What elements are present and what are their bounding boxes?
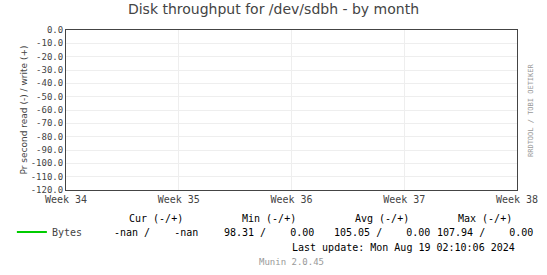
svg-text:-30.0: -30.0 — [36, 65, 63, 75]
svg-text:Avg (-/+): Avg (-/+) — [355, 213, 409, 224]
svg-text:Week 35: Week 35 — [158, 194, 200, 205]
svg-text:-nan / -nan: -nan / -nan — [114, 227, 198, 238]
svg-text:-70.0: -70.0 — [36, 118, 63, 128]
svg-text:-20.0: -20.0 — [36, 52, 63, 62]
svg-text:Week 37: Week 37 — [383, 194, 425, 205]
svg-text:98.31 / 0.00: 98.31 / 0.00 — [224, 227, 314, 238]
svg-text:-50.0: -50.0 — [36, 92, 63, 102]
svg-text:Cur (-/+): Cur (-/+) — [129, 213, 183, 224]
svg-text:Last update: Mon Aug 19 02:10:: Last update: Mon Aug 19 02:10:06 2024 — [292, 242, 515, 253]
svg-text:-80.0: -80.0 — [36, 132, 63, 142]
svg-text:107.94 / 0.00: 107.94 / 0.00 — [437, 227, 533, 238]
svg-text:105.05 / 0.00: 105.05 / 0.00 — [334, 227, 430, 238]
svg-text:-60.0: -60.0 — [36, 105, 63, 115]
svg-text:-110.0: -110.0 — [31, 172, 64, 182]
svg-text:Bytes: Bytes — [52, 227, 82, 238]
svg-text:RRDTOOL / TOBI OETIKER: RRDTOOL / TOBI OETIKER — [527, 63, 535, 157]
svg-text:Week 36: Week 36 — [270, 194, 312, 205]
svg-text:-90.0: -90.0 — [36, 145, 63, 155]
svg-text:Min (-/+): Min (-/+) — [242, 213, 296, 224]
svg-text:-120.0: -120.0 — [31, 185, 64, 195]
svg-text:Week 38: Week 38 — [496, 194, 538, 205]
svg-text:-40.0: -40.0 — [36, 78, 63, 88]
svg-text:-100.0: -100.0 — [31, 158, 64, 168]
svg-text:-10.0: -10.0 — [36, 38, 63, 48]
svg-text:Disk throughput for /dev/sdbh: Disk throughput for /dev/sdbh - by month — [128, 1, 419, 17]
svg-text:Munin 2.0.45: Munin 2.0.45 — [259, 257, 324, 267]
svg-text:Pr second read (-) / write (+): Pr second read (-) / write (+) — [19, 46, 29, 175]
svg-text:0.0: 0.0 — [47, 25, 63, 35]
svg-text:Max (-/+): Max (-/+) — [458, 213, 512, 224]
svg-text:Week 34: Week 34 — [45, 194, 87, 205]
